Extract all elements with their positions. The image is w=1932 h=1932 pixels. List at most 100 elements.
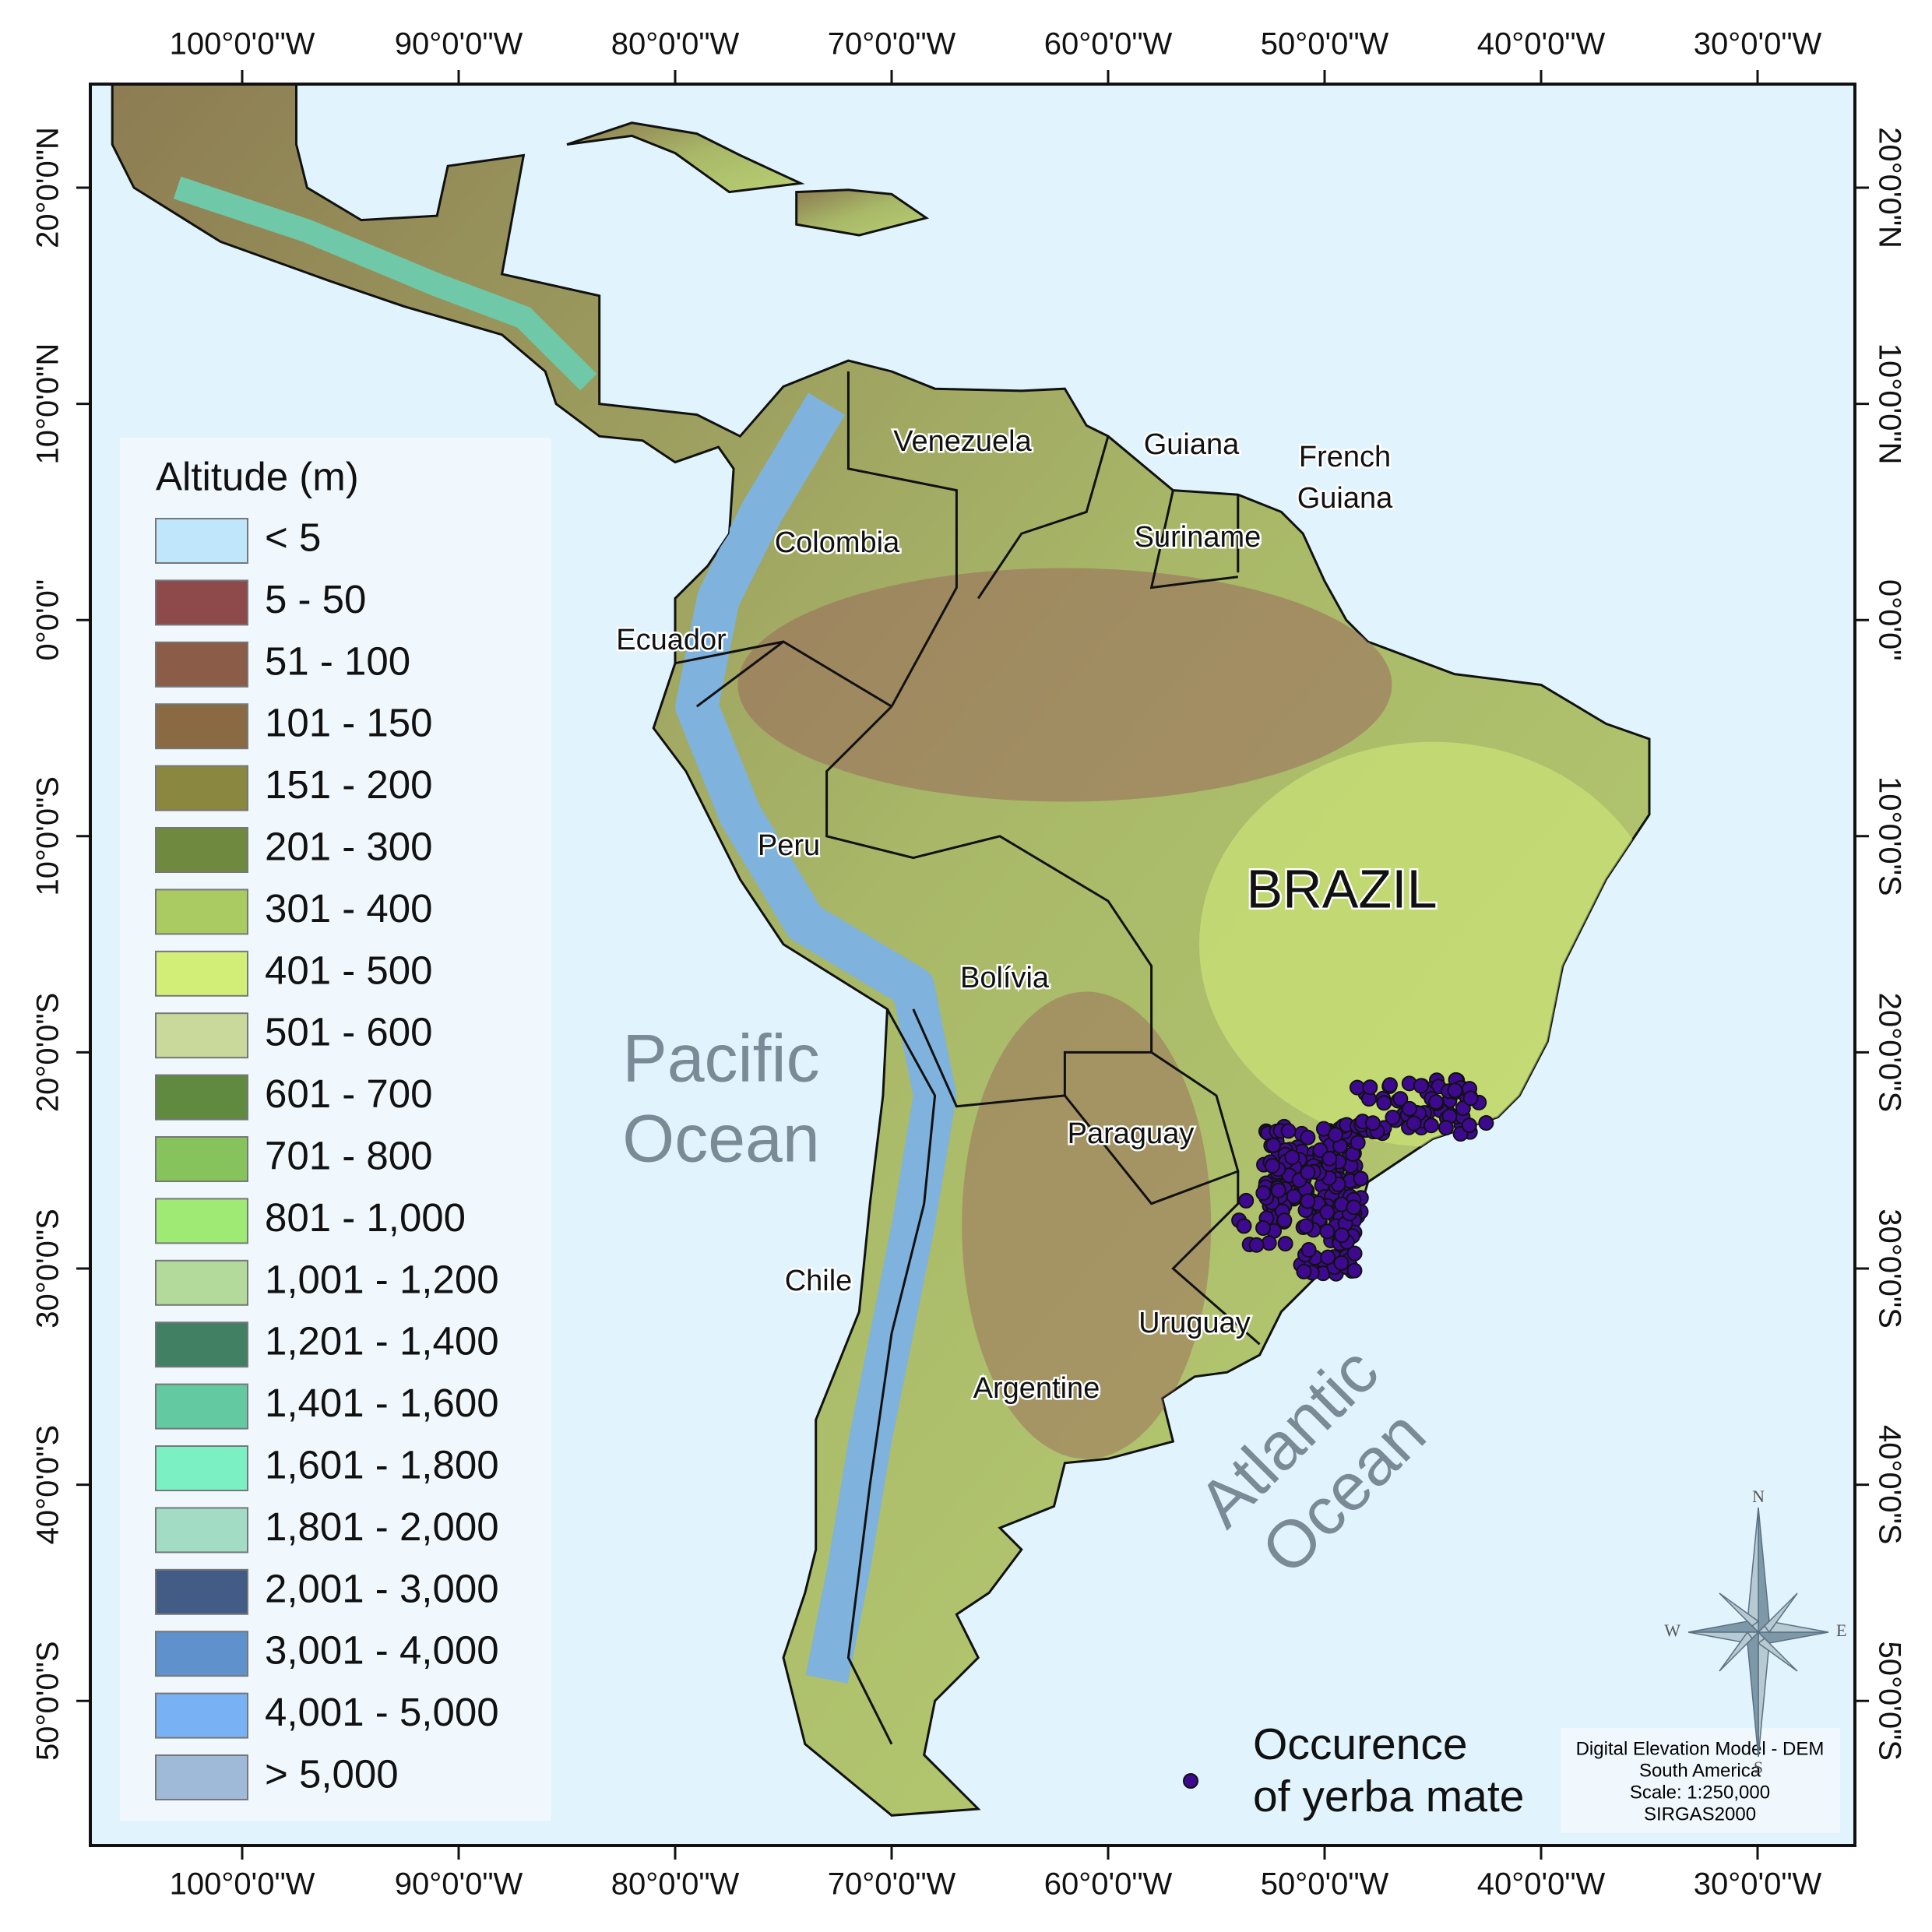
frame (89, 83, 1856, 1847)
border (846, 371, 958, 707)
occurrence-point (1428, 1094, 1445, 1110)
legend-swatch (155, 1259, 248, 1306)
lat-label: 10°0'0"S (1872, 776, 1906, 896)
country-label: Venezuela (893, 425, 1032, 458)
chaco-lowland (962, 991, 1212, 1459)
border (1149, 490, 1238, 589)
occurrence-point (1328, 1127, 1344, 1143)
legend-label: 3,001 - 4,000 (265, 1628, 499, 1673)
occurrence-point (1346, 1262, 1363, 1279)
lat-label: 10°0'0"N (31, 343, 65, 465)
lon-label: 100°0'0"W (170, 27, 315, 62)
lon-label: 70°0'0"W (828, 1867, 956, 1902)
legend-swatch (155, 1321, 248, 1368)
legend-label: 401 - 500 (265, 948, 433, 992)
legend-label: 1,201 - 1,400 (265, 1319, 499, 1364)
compass-arm (1719, 1631, 1753, 1672)
country-label: Paraguay (1068, 1117, 1195, 1150)
lat-label: 40°0'0"S (1872, 1425, 1906, 1545)
legend-swatch (155, 1136, 248, 1182)
lat-label: 20°0'0"S (1872, 993, 1906, 1113)
occurrence-point (1461, 1117, 1477, 1134)
legend-swatch (155, 579, 248, 626)
occurrence-point (1376, 1095, 1392, 1111)
country-label: French (1299, 441, 1391, 473)
occurrence-point (1362, 1079, 1378, 1096)
lat-label: 10°0'0"N (1872, 343, 1906, 465)
landmass (795, 188, 930, 237)
border (846, 1008, 937, 1745)
lon-label: 50°0'0"W (1261, 1867, 1389, 1902)
occurrence-point (1238, 1192, 1255, 1209)
legend-label: 1,001 - 1,200 (265, 1257, 499, 1301)
legend-label: 601 - 700 (265, 1072, 433, 1116)
lat-label: 30°0'0"S (31, 1209, 65, 1328)
compass-n: N (1752, 1487, 1765, 1506)
occurrence-point (1261, 1235, 1277, 1251)
occurrence-point (1236, 1218, 1252, 1234)
occurrence-point (1264, 1158, 1280, 1174)
lon-label: 30°0'0"W (1694, 1867, 1822, 1902)
legend-label: 101 - 150 (265, 701, 433, 745)
occurrence-point (1423, 1117, 1439, 1134)
landmass (566, 121, 805, 194)
info-line: SIRGAS2000 (1644, 1804, 1756, 1825)
occurrence-point (1447, 1082, 1463, 1099)
lat-label: 20°0'0"N (1872, 127, 1906, 248)
occurrence-point (1346, 1199, 1362, 1216)
lat-label: 0°0'0" (1872, 579, 1906, 661)
ocean-label: Pacific (622, 1022, 819, 1096)
info-line: Scale: 1:250,000 (1630, 1782, 1770, 1803)
legend-label: 801 - 1,000 (265, 1195, 466, 1240)
legend-swatch (155, 1568, 248, 1615)
occurrence-point (1478, 1115, 1494, 1131)
legend-label: 51 - 100 (265, 639, 410, 683)
occurrence-point (1349, 1079, 1365, 1096)
occurrence-point (1346, 1245, 1363, 1262)
occurrence-point (1392, 1091, 1409, 1107)
lat-label: 50°0'0"S (1872, 1641, 1906, 1761)
border (977, 435, 1110, 600)
country-label: Peru (758, 829, 820, 862)
compass-arm (1757, 1621, 1829, 1633)
amazon-lowland (737, 568, 1392, 802)
lon-label: 30°0'0"W (1694, 27, 1822, 62)
lat-label: 20°0'0"S (31, 993, 65, 1113)
occurrence-point (1277, 1236, 1293, 1252)
legend-label: 301 - 400 (265, 886, 433, 931)
legend-label: 501 - 600 (265, 1010, 433, 1054)
compass-e: E (1836, 1621, 1846, 1640)
occurrence-point (1353, 1170, 1369, 1187)
info-box: Digital Elevation Model - DEM South Amer… (1561, 1728, 1840, 1833)
legend-label: 201 - 300 (265, 824, 433, 868)
occurrence-point (1334, 1227, 1350, 1244)
occurrence-label: of yerba mate (1253, 1772, 1525, 1821)
legend-swatch (155, 1074, 248, 1121)
occurrence-point (1350, 1135, 1366, 1151)
lon-label: 90°0'0"W (395, 27, 523, 62)
legend-label: 1,401 - 1,600 (265, 1381, 499, 1425)
lat-label: 30°0'0"S (1872, 1209, 1906, 1328)
country-label: Suriname (1135, 521, 1262, 554)
occurrence-point (1270, 1182, 1286, 1198)
occurrence-point (1321, 1150, 1338, 1167)
country-label: Colombia (775, 526, 900, 559)
lat-label: 20°0'0"N (31, 127, 65, 248)
legend-label: 5 - 50 (265, 577, 366, 621)
country-label: Chile (785, 1265, 853, 1297)
occurrence-point (1319, 1223, 1336, 1240)
occurrence-point (1319, 1204, 1336, 1220)
lon-label: 40°0'0"W (1477, 27, 1606, 62)
compass-w: W (1664, 1621, 1680, 1640)
legend-title: Altitude (m) (156, 454, 359, 498)
country-label: Argentine (973, 1372, 1100, 1405)
legend-swatch (155, 889, 248, 935)
occurrence-point (1333, 1255, 1350, 1271)
occurrence-point (1406, 1115, 1422, 1131)
occurrence-point (1284, 1149, 1300, 1166)
occurrence-swatch (1183, 1773, 1198, 1789)
legend-swatch (155, 950, 248, 997)
legend-label: 1,601 - 1,800 (265, 1442, 499, 1487)
occurrence-point (1298, 1218, 1314, 1234)
